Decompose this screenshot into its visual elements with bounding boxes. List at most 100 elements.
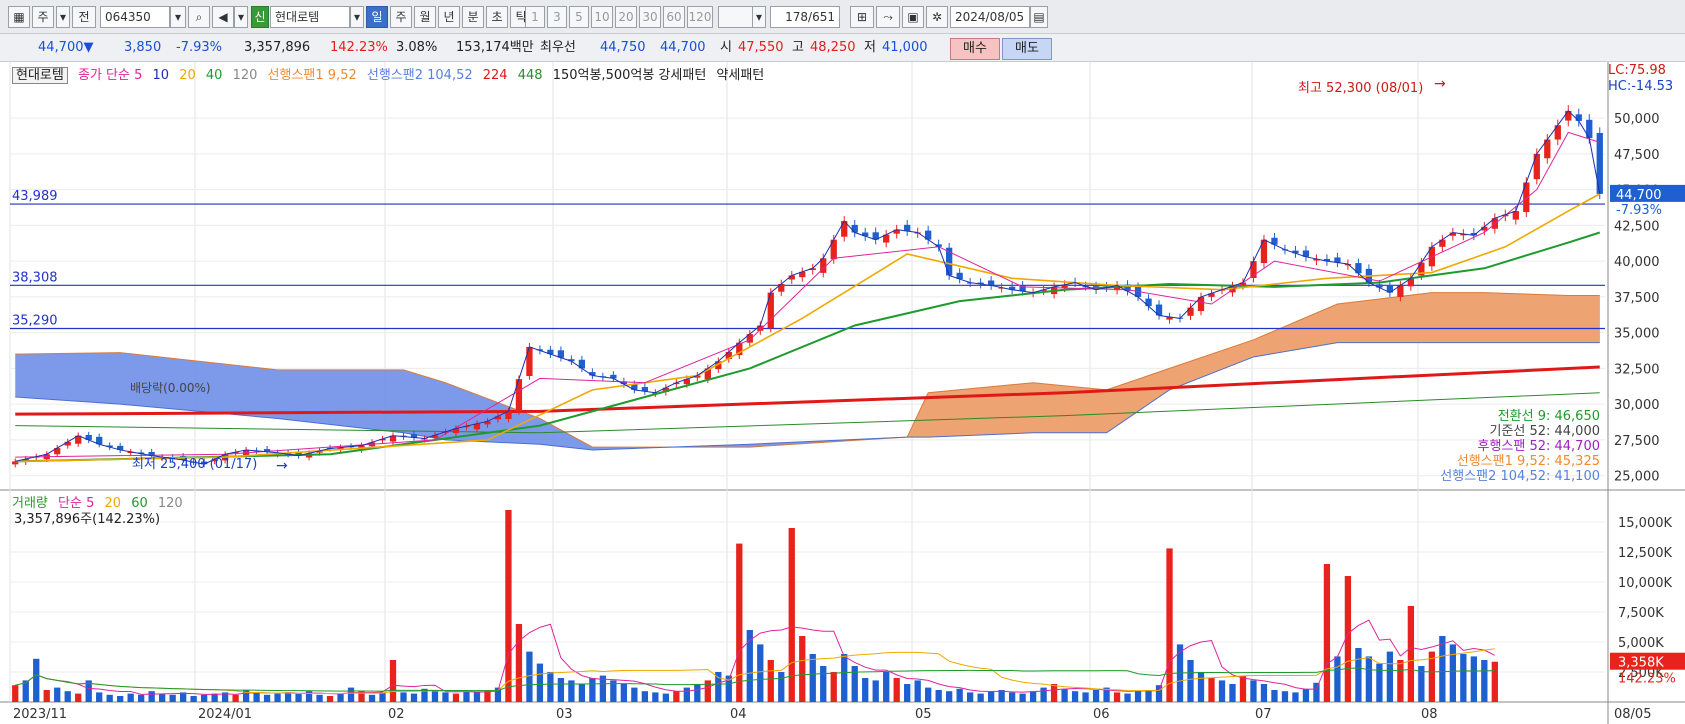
y-tick-label: 50,000 xyxy=(1614,112,1660,127)
best-ask: 44,750 xyxy=(600,40,646,55)
chevron-down-icon[interactable]: ▾ xyxy=(752,6,766,28)
candle-body xyxy=(316,450,323,453)
candle-body xyxy=(1250,261,1257,278)
volume-bar xyxy=(1481,660,1488,702)
tab-period-3[interactable]: 년 xyxy=(438,6,460,28)
layout-icon[interactable]: ▦ xyxy=(8,6,30,28)
volume-bar xyxy=(389,660,397,702)
chevron-down-icon[interactable]: ▾ xyxy=(350,6,364,28)
volume-current-pct: 142.23% xyxy=(1618,672,1676,687)
low-value: 41,000 xyxy=(882,40,928,55)
volume-bar xyxy=(1103,687,1110,702)
x-tick-label: 04 xyxy=(730,707,747,722)
legend-span2[interactable]: 선행스팬2 104,52 xyxy=(366,68,473,83)
tab-period-4[interactable]: 분 xyxy=(462,6,484,28)
interval-30[interactable]: 30 xyxy=(639,6,661,28)
stock-code-input[interactable]: 064350 xyxy=(100,6,170,28)
volume-bar xyxy=(1460,654,1467,702)
interval-3[interactable]: 3 xyxy=(547,6,567,28)
legend-ma224[interactable]: 224 xyxy=(482,68,508,83)
tab-period-1[interactable]: 주 xyxy=(390,6,412,28)
volume-bar xyxy=(1008,692,1016,702)
calendar-icon[interactable]: ▤ xyxy=(1030,6,1048,28)
volume-bar xyxy=(851,666,858,702)
high-annotation: 최고 52,300 (08/01) xyxy=(1298,81,1423,96)
chevron-down-icon[interactable]: ▾ xyxy=(170,6,186,28)
legend-ma10[interactable]: 10 xyxy=(152,68,170,83)
save-icon[interactable]: ▣ xyxy=(902,6,924,28)
interval-1[interactable]: 1 xyxy=(525,6,545,28)
volume-bar xyxy=(987,691,995,702)
tab-period-0[interactable]: 일 xyxy=(366,6,388,28)
volume-bar xyxy=(1439,636,1446,702)
candle-body xyxy=(1302,250,1310,257)
period-code-select[interactable]: 주 xyxy=(32,6,54,28)
volume-bar xyxy=(1449,644,1456,702)
legend-span1[interactable]: 선행스팬1 9,52 xyxy=(267,68,357,83)
candle-body xyxy=(862,232,869,237)
legend-stock-name[interactable]: 현대로템 xyxy=(12,67,68,84)
interval-10[interactable]: 10 xyxy=(591,6,613,28)
candle-body xyxy=(1512,211,1519,220)
tab-period-2[interactable]: 월 xyxy=(414,6,436,28)
volume-ma20[interactable]: 20 xyxy=(104,496,122,511)
prev-button[interactable]: 전 xyxy=(72,6,96,28)
candle-body xyxy=(736,342,743,356)
chevron-down-icon[interactable]: ▾ xyxy=(56,6,70,28)
tab-period-5[interactable]: 초 xyxy=(486,6,508,28)
speaker-icon[interactable]: ◀ xyxy=(212,6,234,28)
candle-body xyxy=(1460,233,1467,236)
open-value: 47,550 xyxy=(738,40,784,55)
legend-ma120[interactable]: 120 xyxy=(232,68,258,83)
page-counter[interactable]: 178/651 xyxy=(770,6,840,28)
line-tool-icon[interactable]: ⤳ xyxy=(876,6,900,28)
ichimoku-value: 선행스팬1 9,52: 45,325 xyxy=(1457,453,1600,469)
best-bid: 44,700 xyxy=(660,40,706,55)
volume-bar xyxy=(1124,693,1131,702)
volume-bar xyxy=(148,691,155,702)
volume-bar xyxy=(704,680,711,702)
interval-60[interactable]: 60 xyxy=(663,6,685,28)
candle-body xyxy=(925,230,932,240)
legend-ma448[interactable]: 448 xyxy=(517,68,543,83)
chart-area[interactable]: 50,00047,50045,00042,50040,00037,50035,0… xyxy=(0,62,1685,724)
volume-bar xyxy=(253,692,260,702)
legend-pattern2[interactable]: 약세패턴 xyxy=(716,68,765,83)
legend-ma20[interactable]: 20 xyxy=(179,68,196,83)
ma5-line xyxy=(15,131,1600,458)
candle-body xyxy=(96,436,103,445)
legend-close-ma[interactable]: 종가 단순 5 xyxy=(77,68,143,83)
gear-icon[interactable]: ✲ xyxy=(926,6,948,28)
page-counter-value: 178 xyxy=(785,10,809,24)
compare-icon[interactable]: ⊞ xyxy=(850,6,874,28)
volume-bar xyxy=(127,693,134,702)
search-icon[interactable]: ⌕ xyxy=(188,6,210,28)
price: 44,700▼ xyxy=(38,38,94,58)
legend-ma40[interactable]: 40 xyxy=(205,68,223,83)
volume-bar xyxy=(547,672,554,702)
date-input[interactable]: 2024/08/05 xyxy=(950,6,1030,28)
candle-body xyxy=(673,382,680,385)
volume-bar xyxy=(1019,693,1026,702)
volume-bar xyxy=(872,680,879,702)
interval-120[interactable]: 120 xyxy=(687,6,713,28)
hc-label: HC:-14.53 xyxy=(1608,79,1673,94)
volume-bar xyxy=(138,694,145,702)
candle-body xyxy=(1208,293,1215,297)
interval-20[interactable]: 20 xyxy=(615,6,637,28)
volume-ma120[interactable]: 120 xyxy=(157,496,183,511)
volume-ma5[interactable]: 단순 5 xyxy=(58,496,95,511)
stock-name-field[interactable]: 현대로템 xyxy=(270,6,350,28)
turnover: 3.08% xyxy=(396,40,438,55)
volume-legend: 거래량 단순 5 20 60 120 xyxy=(12,492,189,511)
sell-button[interactable]: 매도 xyxy=(1002,38,1052,60)
chevron-down-icon[interactable]: ▾ xyxy=(234,6,248,28)
volume-title[interactable]: 거래량 xyxy=(12,496,48,511)
volume-ma60[interactable]: 60 xyxy=(131,496,148,511)
legend-pattern[interactable]: 150억봉,500억봉 강세패턴 xyxy=(552,68,707,83)
candle-body xyxy=(263,449,271,452)
candle-body xyxy=(872,232,879,240)
buy-button[interactable]: 매수 xyxy=(950,38,1000,60)
candle-body xyxy=(106,445,113,448)
interval-5[interactable]: 5 xyxy=(569,6,589,28)
